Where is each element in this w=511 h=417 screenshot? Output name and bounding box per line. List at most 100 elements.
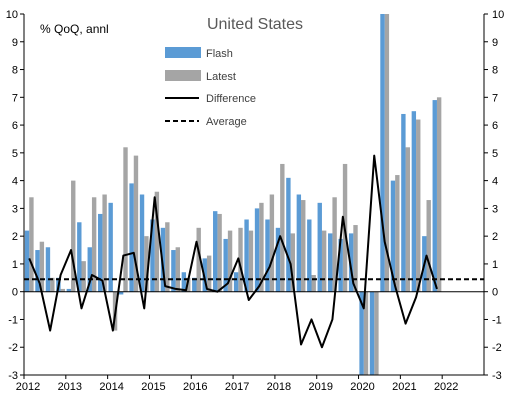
flash-bar bbox=[213, 211, 218, 292]
x-tick-label: 2019 bbox=[308, 381, 332, 393]
y-tick-label-right: 4 bbox=[492, 176, 498, 188]
unit-label: % QoQ, annl bbox=[40, 22, 109, 36]
y-tick-label-left: -1 bbox=[8, 314, 18, 326]
latest-bar bbox=[321, 230, 327, 292]
latest-bar bbox=[165, 222, 170, 292]
flash-bar bbox=[66, 288, 72, 292]
flash-bar bbox=[77, 222, 82, 292]
flash-bar bbox=[359, 291, 364, 375]
flash-bar bbox=[401, 113, 406, 292]
latest-bar bbox=[60, 288, 65, 292]
flash-bar bbox=[108, 202, 113, 292]
flash-bar bbox=[118, 291, 124, 295]
flash-bar bbox=[296, 194, 302, 292]
flash-bar bbox=[171, 250, 176, 292]
y-tick-label-left: -3 bbox=[8, 370, 18, 382]
flash-bar bbox=[317, 202, 322, 292]
flash-bar bbox=[150, 219, 155, 292]
flash-bar bbox=[390, 180, 396, 292]
flash-bar bbox=[338, 238, 343, 292]
x-tick-label: 2016 bbox=[183, 381, 207, 393]
latest-bar bbox=[144, 236, 149, 292]
flash-bar bbox=[265, 219, 270, 292]
latest-bar bbox=[154, 191, 160, 292]
latest-bar bbox=[332, 197, 337, 292]
latest-bar bbox=[405, 147, 410, 292]
y-tick-label-right: -2 bbox=[492, 342, 502, 354]
flash-bar bbox=[35, 250, 40, 292]
flash-bar bbox=[223, 238, 228, 292]
flash-bar bbox=[328, 233, 333, 292]
legend: Flash Latest Difference Average bbox=[165, 47, 256, 128]
x-tick-label: 2015 bbox=[141, 381, 165, 393]
latest-bar bbox=[374, 291, 379, 375]
y-tick-label-right: 2 bbox=[492, 231, 498, 243]
y-tick-label-left: 0 bbox=[12, 287, 18, 299]
flash-bar bbox=[98, 213, 103, 292]
latest-bar bbox=[290, 233, 295, 292]
y-tick-label-left: -2 bbox=[8, 342, 18, 354]
latest-bar bbox=[39, 241, 45, 292]
legend-latest-label: Latest bbox=[206, 71, 236, 83]
latest-bar bbox=[227, 230, 233, 292]
legend-flash-label: Flash bbox=[206, 48, 233, 60]
flash-bar bbox=[348, 233, 354, 292]
y-tick-label-right: 6 bbox=[492, 120, 498, 132]
flash-bar bbox=[411, 111, 417, 292]
y-tick-label-right: -3 bbox=[492, 370, 502, 382]
y-tick-label-left: 6 bbox=[12, 120, 18, 132]
latest-bar bbox=[71, 180, 76, 292]
labels: United States % QoQ, annl -3 -3 -2 -2 -1 -1 0 0… bbox=[6, 9, 505, 393]
flash-bar bbox=[432, 100, 437, 292]
x-tick-label: 2014 bbox=[99, 381, 123, 393]
latest-bar bbox=[175, 247, 180, 292]
y-tick-label-right: 10 bbox=[492, 9, 504, 21]
flash-bar bbox=[139, 194, 145, 292]
latest-bar bbox=[102, 194, 107, 292]
latest-bar bbox=[395, 175, 400, 292]
latest-bar bbox=[301, 200, 306, 292]
latest-bar bbox=[29, 197, 34, 292]
y-tick-label-right: 3 bbox=[492, 203, 498, 215]
flash-bar bbox=[24, 230, 30, 292]
flash-bar bbox=[254, 208, 260, 292]
latest-bar bbox=[259, 202, 264, 292]
latest-bar bbox=[311, 275, 316, 292]
legend-difference-label: Difference bbox=[206, 93, 256, 105]
latest-bar bbox=[50, 277, 55, 292]
flash-bar bbox=[192, 277, 197, 292]
latest-bar bbox=[353, 225, 358, 292]
y-tick-label-right: -1 bbox=[492, 314, 502, 326]
y-tick-label-left: 4 bbox=[12, 176, 18, 188]
latest-bar bbox=[384, 14, 390, 292]
legend-average-label: Average bbox=[206, 116, 247, 128]
latest-bar bbox=[206, 255, 212, 292]
x-tick-label: 2021 bbox=[392, 381, 416, 393]
y-tick-label-right: 0 bbox=[492, 287, 498, 299]
latest-bar bbox=[123, 147, 128, 292]
latest-bar bbox=[81, 261, 86, 292]
latest-bar bbox=[238, 227, 243, 292]
y-tick-label-left: 2 bbox=[12, 231, 18, 243]
latest-bar bbox=[416, 119, 421, 292]
flash-bar bbox=[87, 247, 92, 292]
y-tick-label-left: 10 bbox=[6, 9, 18, 21]
latest-bar bbox=[280, 163, 285, 292]
latest-bar bbox=[269, 194, 275, 292]
difference-line bbox=[28, 154, 438, 349]
x-tick-label: 2018 bbox=[267, 381, 291, 393]
flash-bar bbox=[233, 272, 239, 292]
y-tick-label-left: 7 bbox=[12, 92, 18, 104]
x-tick-label: 2012 bbox=[16, 381, 40, 393]
flash-bar bbox=[275, 227, 281, 292]
x-tick-label: 2020 bbox=[350, 381, 374, 393]
y-tick-label-left: 8 bbox=[12, 65, 18, 77]
latest-bar bbox=[363, 291, 369, 375]
chart-title: United States bbox=[207, 16, 303, 33]
flash-bar bbox=[45, 247, 51, 292]
flash-bar bbox=[307, 219, 312, 292]
flash-bar bbox=[286, 177, 291, 292]
legend-latest-swatch bbox=[165, 70, 201, 81]
